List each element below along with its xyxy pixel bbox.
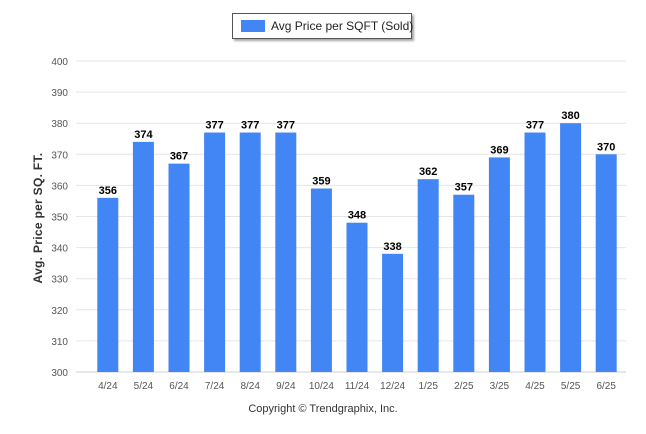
x-tick-label: 1/25 [418, 381, 438, 392]
y-tick-label: 310 [51, 337, 68, 348]
bar[interactable] [239, 132, 261, 372]
bar[interactable] [417, 179, 439, 372]
x-tick-label: 6/25 [596, 381, 616, 392]
y-tick-label: 400 [51, 57, 68, 68]
x-tick-label: 4/25 [525, 381, 545, 392]
x-tick-label: 10/24 [309, 381, 334, 392]
bar[interactable] [595, 154, 617, 372]
bar[interactable] [132, 141, 154, 372]
data-label: 374 [134, 129, 153, 141]
x-tick-label: 5/25 [561, 381, 581, 392]
bar[interactable] [488, 157, 510, 372]
copyright-credit: Copyright © Trendgraphix, Inc. [248, 403, 398, 415]
data-label: 377 [241, 120, 259, 132]
y-axis-title: Avg. Price per SQ. FT. [31, 152, 45, 284]
x-tick-label: 6/24 [169, 381, 189, 392]
bars [97, 123, 617, 372]
x-tick-label: 2/25 [454, 381, 474, 392]
bar[interactable] [97, 197, 119, 372]
x-tick-label: 9/24 [276, 381, 296, 392]
y-axis-ticks: 300 310 320 330 340 350 360 370 380 390 400 [51, 57, 68, 379]
y-tick-label: 300 [51, 368, 68, 379]
bar[interactable] [382, 253, 404, 372]
data-label: 369 [490, 144, 508, 156]
x-tick-label: 12/24 [380, 381, 405, 392]
bar[interactable] [560, 123, 582, 372]
y-tick-label: 350 [51, 213, 68, 224]
data-labels: 356 374 367 377 377 377 359 348 338 362 357 369 377 3… [99, 110, 616, 253]
bar[interactable] [346, 222, 368, 372]
x-tick-label: 4/24 [98, 381, 118, 392]
data-label: 348 [348, 210, 366, 222]
data-label: 357 [455, 182, 473, 194]
data-label: 359 [312, 176, 330, 188]
x-axis-ticks: 4/24 5/24 6/24 7/24 8/24 9/24 10/24 11/24 12/24 1… [98, 381, 616, 392]
y-tick-label: 380 [51, 119, 68, 130]
legend-swatch [241, 20, 265, 32]
data-label: 380 [561, 110, 579, 122]
x-tick-label: 5/24 [134, 381, 154, 392]
x-tick-label: 8/24 [240, 381, 260, 392]
bar[interactable] [204, 132, 226, 372]
x-tick-label: 11/24 [345, 381, 370, 392]
x-tick-label: 7/24 [205, 381, 225, 392]
y-tick-label: 340 [51, 244, 68, 255]
y-tick-label: 370 [51, 150, 68, 161]
y-tick-label: 390 [51, 88, 68, 99]
bar[interactable] [524, 132, 546, 372]
data-label: 377 [526, 120, 544, 132]
data-label: 377 [205, 120, 223, 132]
legend[interactable]: Avg Price per SQFT (Sold) [232, 13, 414, 39]
y-tick-label: 320 [51, 306, 68, 317]
bar[interactable] [453, 194, 475, 372]
bar[interactable] [168, 163, 190, 372]
data-label: 370 [597, 141, 615, 153]
data-label: 338 [383, 241, 401, 253]
data-label: 356 [99, 185, 117, 197]
x-tick-label: 3/25 [490, 381, 510, 392]
bar[interactable] [275, 132, 297, 372]
data-label: 367 [170, 151, 188, 163]
y-tick-label: 360 [51, 181, 68, 192]
bar[interactable] [310, 188, 332, 372]
data-label: 362 [419, 166, 437, 178]
y-tick-label: 330 [51, 275, 68, 286]
legend-label: Avg Price per SQFT (Sold) [271, 19, 414, 33]
data-label: 377 [277, 120, 295, 132]
